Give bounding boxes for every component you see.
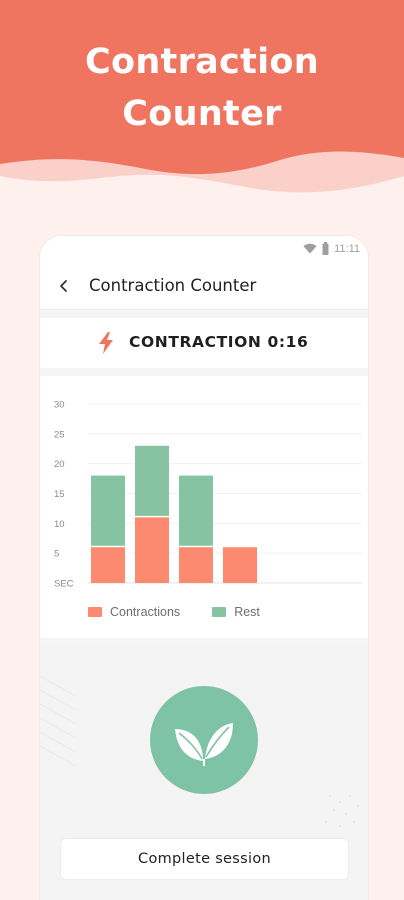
background-pattern <box>40 675 359 827</box>
promo-title-line1: Contraction <box>85 42 319 82</box>
complete-session-button[interactable]: Complete session <box>60 838 349 880</box>
y-tick-label: 25 <box>54 429 65 440</box>
bar-rest-2 <box>135 445 169 516</box>
legend-swatch-rest <box>212 607 227 617</box>
app-bar: Contraction Counter <box>40 264 368 310</box>
session-panel: Complete session <box>40 646 368 900</box>
y-tick-label: 10 <box>54 519 65 530</box>
timer-bar: CONTRACTION 0:16 <box>40 318 368 368</box>
status-icons: 11:11 <box>303 242 360 255</box>
y-tick-label: SEC <box>54 579 74 590</box>
contraction-timer: CONTRACTION 0:16 <box>129 333 309 351</box>
app-title: Contraction Counter <box>89 276 257 295</box>
legend-contractions: Contractions <box>88 605 180 619</box>
chevron-left-icon[interactable] <box>56 278 72 294</box>
status-bar: 11:11 <box>40 236 368 264</box>
chart-card: 30 25 20 15 10 5 SEC Contractions Rest <box>40 376 368 638</box>
status-time: 11:11 <box>334 242 360 255</box>
lightning-bolt-icon <box>99 332 113 354</box>
bar-rest-3 <box>179 475 213 546</box>
legend-swatch-contractions <box>88 607 102 617</box>
legend-label-contractions: Contractions <box>110 605 181 619</box>
bar-contractions-3 <box>179 547 213 583</box>
wifi-icon <box>303 243 317 254</box>
y-tick-label: 15 <box>54 489 65 500</box>
promo-title-line2: Counter <box>122 94 282 134</box>
bar-contractions-2 <box>135 517 169 583</box>
y-tick-label: 20 <box>54 459 65 470</box>
phone-frame: 11:11 Contraction Counter CONTRACTION 0:… <box>40 236 368 900</box>
battery-icon <box>322 242 329 255</box>
legend-label-rest: Rest <box>234 605 260 619</box>
chart-legend: Contractions Rest <box>88 605 260 619</box>
contraction-chart: 30 25 20 15 10 5 SEC <box>54 400 362 590</box>
header-wave-background <box>0 0 404 193</box>
bar-contractions-4 <box>223 547 257 583</box>
y-tick-label: 5 <box>54 549 59 560</box>
bar-contractions-1 <box>91 547 125 583</box>
leaf-icon <box>175 723 233 766</box>
bar-rest-1 <box>91 475 125 546</box>
leaf-badge <box>150 686 258 794</box>
legend-rest: Rest <box>212 605 260 619</box>
promo-header: Contraction Counter <box>0 0 404 200</box>
promo-title: Contraction Counter <box>0 36 404 140</box>
y-tick-label: 30 <box>54 400 65 411</box>
